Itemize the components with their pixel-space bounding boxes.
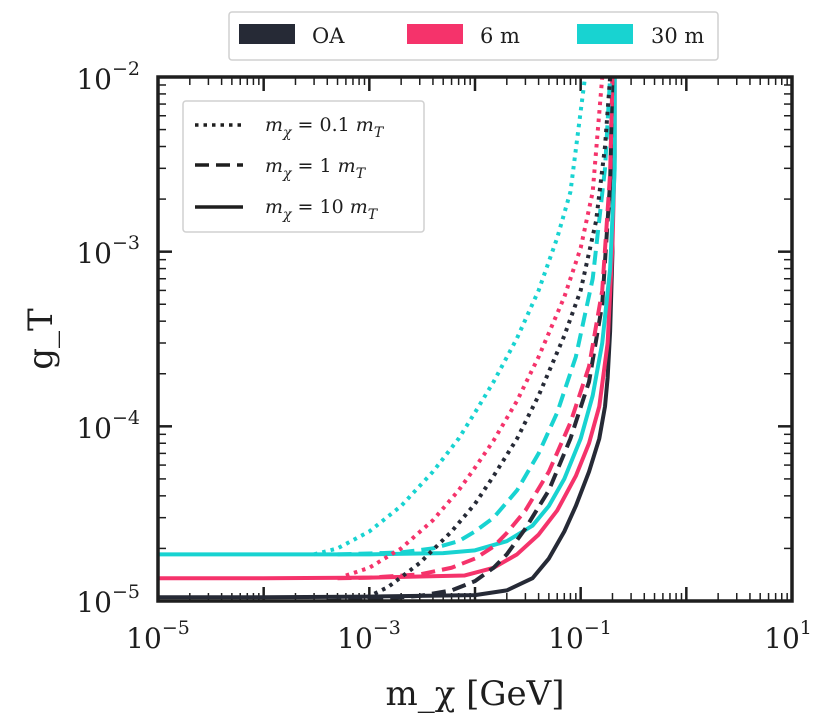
x-tick-label: 10−1	[548, 617, 612, 655]
inset-legend-frame	[182, 100, 425, 233]
legend-swatch-30m	[577, 24, 633, 44]
x-axis-label: m_χ [GeV]	[385, 674, 564, 714]
y-tick-labels: 10−5 10−4 10−3 10−2	[76, 58, 140, 619]
y-tick-label: 10−5	[76, 581, 140, 619]
plot-frame	[156, 75, 794, 603]
legend-label-ratio-0-1: mχ = 0.1 mT	[265, 114, 385, 141]
legend-swatch-oa	[239, 24, 295, 44]
series-line-dotted	[313, 77, 588, 557]
series-line-dashed	[337, 77, 613, 557]
legend-label-oa: OA	[312, 24, 345, 48]
series-line-dashed	[327, 77, 615, 601]
y-tick-label: 10−4	[76, 407, 140, 445]
top-legend-frame	[228, 11, 719, 61]
series-line-dotted	[345, 77, 605, 578]
top-legend: OA 6 m 30 m	[228, 11, 719, 61]
legend-label-ratio-1: mχ = 1 mT	[265, 155, 367, 182]
series-group	[158, 77, 617, 601]
x-tick-label: 101	[764, 617, 812, 655]
legend-label-30m: 30 m	[651, 24, 704, 48]
x-tick-label: 10−5	[126, 617, 190, 655]
series-line-dotted	[358, 77, 613, 601]
legend-label-ratio-10: mχ = 10 mT	[265, 196, 379, 223]
x-tick-label: 10−3	[337, 617, 401, 655]
legend-label-6m: 6 m	[480, 24, 520, 48]
inset-legend: mχ = 0.1 mT mχ = 1 mT mχ = 10 mT	[182, 100, 425, 233]
series-line-dashed	[337, 77, 615, 581]
y-axis-label: g_T	[21, 308, 61, 370]
x-tick-labels: 10−5 10−3 10−1 101	[126, 617, 812, 655]
y-tick-label: 10−3	[76, 232, 140, 270]
legend-swatch-6m	[407, 24, 463, 44]
y-tick-label: 10−2	[76, 58, 140, 96]
